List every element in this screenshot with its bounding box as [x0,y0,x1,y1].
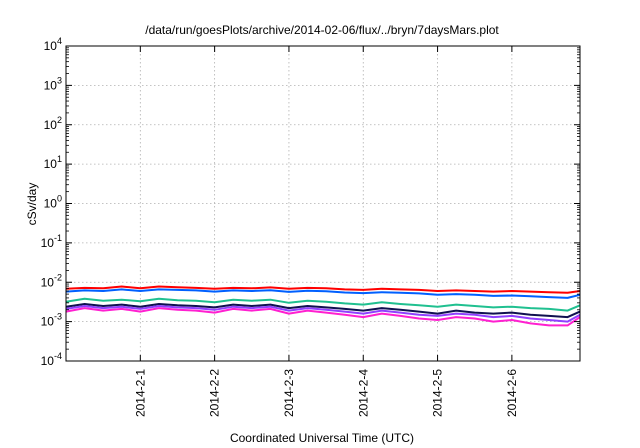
series-line-5 [65,305,581,323]
y-tick-exponent: 0 [57,194,62,204]
y-tick-exponent: -2 [54,272,62,282]
y-tick-base: 10 [44,39,58,53]
chart-title: /data/run/goesPlots/archive/2014-02-06/f… [145,23,499,37]
y-tick-label: 10-4 [41,351,62,368]
y-tick-base: 10 [44,118,58,132]
series-line-1 [65,285,581,294]
y-tick-exponent: 1 [57,154,62,164]
y-tick-base: 10 [41,236,55,250]
x-axis-label: Coordinated Universal Time (UTC) [230,431,414,445]
y-tick-label: 103 [44,75,62,92]
y-tick-label: 104 [44,36,62,53]
series-line-2 [65,288,581,299]
x-tick-label: 2014-2-3 [282,369,296,417]
y-tick-base: 10 [44,157,58,171]
y-tick-label: 101 [44,154,62,171]
y-tick-exponent: 2 [57,115,62,125]
series-line-6 [65,307,581,327]
y-tick-base: 10 [44,197,58,211]
x-tick-label: 2014-2-5 [431,369,445,417]
series-line-4 [65,303,581,319]
x-tick-label: 2014-2-6 [505,369,519,417]
y-tick-base: 10 [41,275,55,289]
y-tick-base: 10 [44,78,58,92]
y-tick-exponent: -3 [54,312,62,322]
y-tick-exponent: -4 [54,351,62,361]
y-tick-exponent: -1 [54,233,62,243]
series-group [65,285,581,327]
series-line-3 [65,297,581,312]
x-tick-label: 2014-2-4 [356,369,370,417]
y-tick-label: 102 [44,115,62,132]
grid [66,46,580,361]
y-tick-label: 10-3 [41,312,62,329]
y-tick-base: 10 [41,315,55,329]
y-tick-base: 10 [41,354,55,368]
y-axis-label: cSv/day [25,183,39,226]
y-tick-exponent: 3 [57,75,62,85]
x-tick-label: 2014-2-2 [208,369,222,417]
y-tick-label: 100 [44,194,62,211]
y-tick-label: 10-2 [41,272,62,289]
y-tick-label: 10-1 [41,233,62,250]
x-tick-label: 2014-2-1 [133,369,147,417]
y-tick-exponent: 4 [57,36,62,46]
